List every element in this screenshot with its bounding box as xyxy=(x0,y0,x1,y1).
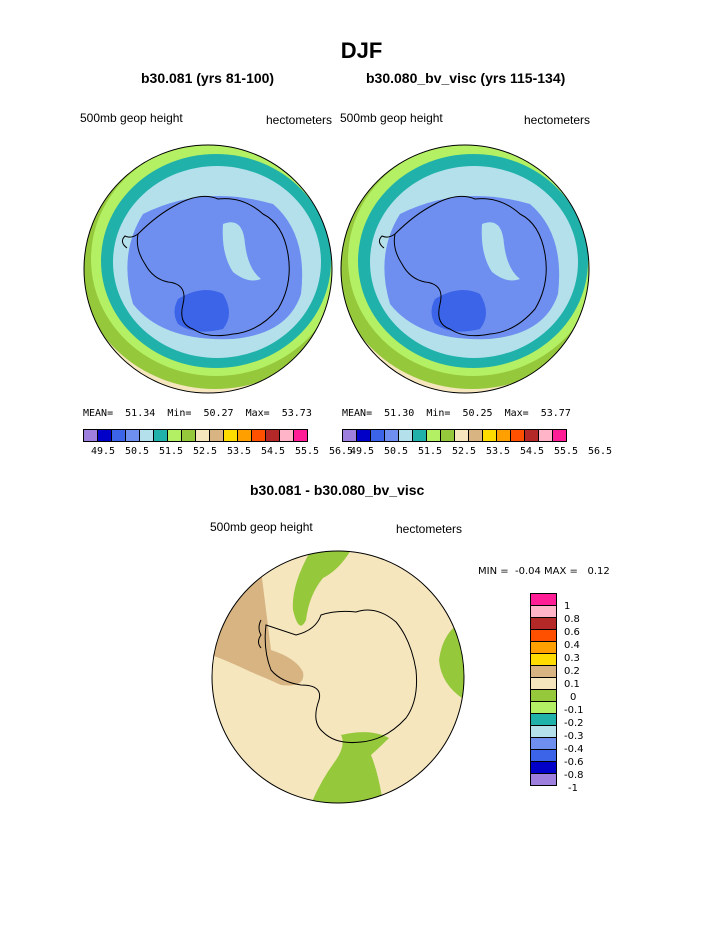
colorbar-swatch xyxy=(496,429,511,442)
colorbar-swatch xyxy=(426,429,441,442)
panel1-subtitle: b30.081 (yrs 81-100) xyxy=(141,70,275,86)
colorbar-swatch xyxy=(111,429,126,442)
diff-left-label: 500mb geop height xyxy=(210,520,313,534)
colorbar-swatch xyxy=(83,429,98,442)
colorbar-swatch xyxy=(97,429,112,442)
panel1-colorbar xyxy=(83,429,308,442)
colorbar-swatch xyxy=(356,429,371,442)
panel1-polar-map xyxy=(83,144,333,394)
panel2-right-label: hectometers xyxy=(524,113,591,127)
colorbar-swatch xyxy=(139,429,154,442)
colorbar-swatch xyxy=(153,429,168,442)
colorbar-swatch xyxy=(167,429,182,442)
colorbar-swatch xyxy=(384,429,399,442)
colorbar-swatch xyxy=(468,429,483,442)
colorbar-swatch xyxy=(195,429,210,442)
page-title: DJF xyxy=(340,38,383,63)
colorbar-swatch xyxy=(125,429,140,442)
colorbar-swatch xyxy=(342,429,357,442)
panel2-stats: MEAN= 51.30 Min= 50.25 Max= 53.77 xyxy=(342,408,571,419)
colorbar-swatch xyxy=(440,429,455,442)
panel2-colorbar xyxy=(342,429,567,442)
panel1-colorbar-labels: 49.5 50.5 51.5 52.5 53.5 54.5 55.5 56.5 xyxy=(90,446,354,457)
colorbar-swatch xyxy=(209,429,224,442)
diff-subtitle: b30.081 - b30.080_bv_visc xyxy=(250,482,425,498)
panel2-left-label: 500mb geop height xyxy=(340,111,443,125)
colorbar-swatch xyxy=(181,429,196,442)
colorbar-swatch xyxy=(538,429,553,442)
colorbar-swatch xyxy=(482,429,497,442)
colorbar-swatch xyxy=(237,429,252,442)
colorbar-swatch xyxy=(510,429,525,442)
panel1-stats: MEAN= 51.34 Min= 50.27 Max= 53.73 xyxy=(83,408,312,419)
diff-minmax: MIN = -0.04 MAX = 0.12 xyxy=(478,566,610,577)
panel2-polar-map xyxy=(340,144,590,394)
colorbar-swatch xyxy=(552,429,567,442)
colorbar-swatch xyxy=(524,429,539,442)
colorbar-swatch xyxy=(293,429,308,442)
colorbar-swatch xyxy=(530,773,557,786)
colorbar-swatch xyxy=(279,429,294,442)
diff-right-label: hectometers xyxy=(396,522,463,536)
panel2-subtitle: b30.080_bv_visc (yrs 115-134) xyxy=(366,70,566,86)
colorbar-swatch xyxy=(398,429,413,442)
panel2-colorbar-labels: 49.5 50.5 51.5 52.5 53.5 54.5 55.5 56.5 xyxy=(349,446,613,457)
panel1-right-label: hectometers xyxy=(266,113,333,127)
colorbar-swatch xyxy=(412,429,427,442)
diff-polar-map xyxy=(211,550,465,804)
colorbar-swatch xyxy=(265,429,280,442)
colorbar-swatch xyxy=(251,429,266,442)
panel1-left-label: 500mb geop height xyxy=(80,111,183,125)
colorbar-swatch xyxy=(454,429,469,442)
diff-colorbar xyxy=(530,593,557,786)
colorbar-swatch xyxy=(223,429,238,442)
colorbar-swatch xyxy=(370,429,385,442)
